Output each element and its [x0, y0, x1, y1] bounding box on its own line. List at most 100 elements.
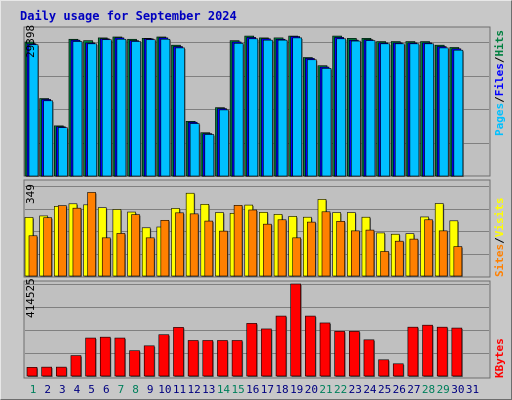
bar-pages — [438, 47, 449, 177]
bar-sites — [175, 212, 184, 277]
bar-kbytes — [451, 327, 463, 377]
bar-kbytes — [202, 340, 214, 377]
day-label: 14 — [217, 383, 231, 396]
bar-sites — [72, 207, 82, 277]
bar-kbytes — [334, 331, 345, 377]
bar-sites — [57, 205, 67, 277]
bar-sites — [28, 235, 38, 277]
day-label: 3 — [59, 383, 66, 396]
bar-pages — [28, 44, 39, 177]
bar-sites — [453, 246, 463, 277]
bar-kbytes — [99, 336, 111, 377]
day-label: 16 — [246, 383, 259, 396]
bar-pages — [277, 39, 288, 177]
day-label: 31 — [466, 383, 479, 396]
x-axis-day-labels: 1 2 3 4 5 6 7 8 9 10 11 12 13 14 15 16 17 18 19 20 21 22 23 24 2… — [30, 383, 479, 396]
legend-part: Hits — [493, 30, 506, 57]
legend-part: Files — [493, 63, 506, 96]
bar-pages — [321, 68, 332, 177]
bar-sites — [233, 205, 243, 277]
day-label: 24 — [363, 383, 377, 396]
bar-sites — [438, 230, 448, 277]
bar-sites — [424, 219, 433, 277]
bar-kbytes — [217, 340, 228, 377]
bar-kbytes — [348, 331, 360, 377]
bar-pages — [248, 38, 259, 177]
bar-kbytes — [26, 367, 38, 377]
day-label: 30 — [451, 383, 464, 396]
bar-pages — [380, 43, 390, 177]
bar-kbytes — [290, 283, 302, 377]
day-label: 19 — [290, 383, 303, 396]
bar-kbytes — [158, 334, 170, 377]
day-label: 7 — [118, 383, 125, 396]
bar-sites — [277, 219, 287, 277]
bar-kbytes — [55, 366, 67, 377]
legend-part: / — [493, 56, 506, 63]
bar-pages — [131, 41, 141, 177]
bar-sites — [116, 233, 126, 277]
bar-sites — [307, 221, 316, 277]
bar-sites — [131, 214, 140, 277]
bar-pages — [189, 123, 200, 177]
bar-pages — [409, 43, 420, 177]
panel-visits-sites: 349 Sites/Visits — [23, 179, 506, 278]
bar-kbytes — [378, 359, 389, 377]
panel-kbytes-bars — [26, 283, 463, 377]
bar-kbytes — [231, 340, 243, 377]
bar-kbytes — [392, 363, 404, 377]
bar-sites — [336, 221, 345, 277]
bar-kbytes — [305, 315, 316, 377]
bar-kbytes — [422, 324, 433, 377]
bar-sites — [160, 219, 170, 277]
bar-sites — [292, 237, 302, 277]
bar-sites — [219, 230, 228, 277]
bar-sites — [248, 209, 258, 277]
bar-pages — [350, 40, 361, 177]
day-label: 6 — [103, 383, 110, 396]
bar-sites — [350, 230, 360, 277]
day-label: 2 — [44, 383, 51, 396]
bar-kbytes — [85, 337, 96, 377]
bar-kbytes — [436, 326, 448, 377]
legend-part: KBytes — [493, 338, 506, 378]
bar-pages — [233, 43, 244, 177]
day-label: 26 — [393, 383, 406, 396]
day-label: 4 — [74, 383, 81, 396]
bar-kbytes — [261, 328, 272, 377]
bar-pages — [307, 59, 317, 177]
bar-pages — [394, 43, 405, 177]
bar-pages — [43, 100, 53, 177]
bar-pages — [204, 134, 215, 177]
day-label: 22 — [334, 383, 347, 396]
bar-pages — [116, 38, 127, 177]
panel-kbytes-ymax-label: 414525 — [24, 278, 37, 318]
legend-part: Visits — [493, 198, 506, 238]
bar-pages — [57, 127, 68, 177]
day-label: 15 — [231, 383, 244, 396]
bar-pages — [263, 39, 273, 177]
panel-hits-files-pages: 29398 Pages/Files/Hits — [23, 25, 506, 178]
panel-visits-bars — [24, 192, 463, 277]
day-label: 28 — [422, 383, 435, 396]
legend-part: / — [493, 237, 506, 244]
bar-pages — [101, 39, 112, 177]
chart-title: Daily usage for September 2024 — [20, 9, 237, 23]
legend-part: Pages — [493, 103, 506, 136]
bar-sites — [263, 223, 272, 277]
bar-kbytes — [114, 337, 126, 377]
bar-sites — [204, 220, 214, 277]
bar-kbytes — [187, 340, 199, 377]
bar-pages — [424, 43, 434, 177]
bar-sites — [365, 229, 375, 277]
day-label: 8 — [132, 383, 139, 396]
bar-kbytes — [319, 322, 331, 377]
day-label: 11 — [173, 383, 186, 396]
bar-sites — [43, 217, 52, 277]
day-label: 9 — [147, 383, 154, 396]
bar-kbytes — [129, 350, 140, 377]
day-label: 17 — [261, 383, 274, 396]
day-label: 27 — [407, 383, 420, 396]
day-label: 13 — [202, 383, 215, 396]
